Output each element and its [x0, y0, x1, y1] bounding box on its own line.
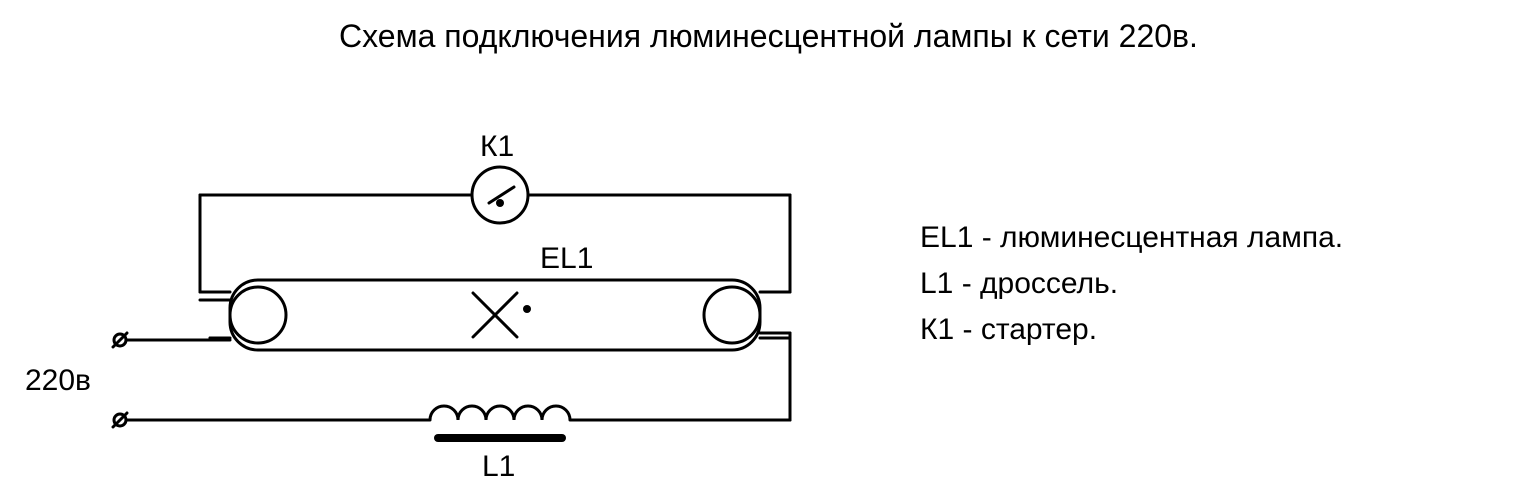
starter-label: К1 [480, 130, 514, 163]
legend-item: L1 - дроссель. [920, 261, 1343, 307]
canvas: Схема подключения люминесцентной лампы к… [0, 0, 1537, 501]
legend-item: EL1 - люминесцентная лампа. [920, 215, 1343, 261]
page-title: Схема подключения люминесцентной лампы к… [0, 18, 1537, 55]
lamp-label: EL1 [540, 242, 593, 275]
voltage-label: 220в [25, 364, 91, 397]
legend-item: К1 - стартер. [920, 307, 1343, 353]
circuit-schematic: 220в EL1 К1 L1 [0, 60, 880, 490]
inductor-icon [430, 406, 570, 420]
legend: EL1 - люминесцентная лампа. L1 - дроссел… [920, 215, 1343, 353]
inductor-label: L1 [482, 450, 515, 483]
